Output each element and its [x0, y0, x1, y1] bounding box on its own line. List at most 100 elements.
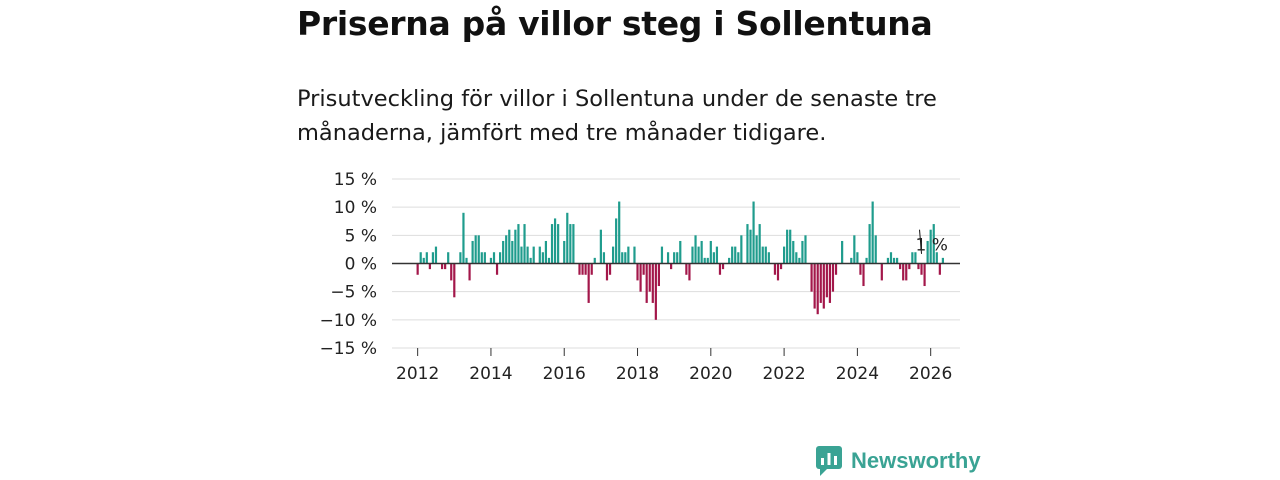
bar — [831, 263, 835, 292]
bar — [422, 257, 425, 264]
bar — [892, 257, 896, 264]
bar — [550, 224, 554, 264]
bar — [434, 246, 438, 264]
bar — [444, 263, 447, 270]
bar — [639, 263, 642, 292]
bar — [590, 263, 593, 275]
bar — [581, 263, 584, 275]
bar — [566, 212, 569, 264]
gridlines — [392, 178, 960, 349]
y-tick-label: 0 % — [345, 255, 377, 275]
bar — [517, 224, 520, 264]
bar — [731, 246, 734, 264]
bar — [819, 263, 822, 303]
bar — [941, 257, 944, 264]
brand-name: Newsworthy — [851, 448, 981, 473]
bar — [899, 263, 902, 270]
newsworthy-icon — [816, 446, 842, 476]
bar — [462, 212, 465, 264]
bar — [740, 235, 743, 264]
bar — [746, 224, 749, 264]
bar — [547, 257, 551, 264]
y-tick-label: −10 % — [320, 311, 377, 331]
bar — [932, 224, 935, 264]
bar — [728, 257, 731, 264]
y-tick-label: 10 % — [334, 198, 377, 218]
bar — [544, 240, 548, 264]
bar — [749, 229, 752, 264]
bar — [633, 246, 636, 264]
bar — [874, 235, 877, 264]
bar — [477, 235, 480, 264]
bar — [615, 218, 618, 264]
bar — [425, 252, 428, 264]
y-axis: 15 % 10 % 5 % 0 % −5 % −10 % −15 % — [320, 170, 377, 359]
bar — [611, 246, 615, 264]
bar — [813, 263, 816, 309]
bar — [721, 263, 725, 270]
bar — [541, 252, 544, 264]
bar — [761, 246, 764, 264]
bar — [755, 235, 758, 264]
bar — [599, 229, 602, 264]
bar — [651, 263, 654, 303]
y-tick-label: −5 % — [330, 283, 377, 303]
bar — [514, 229, 517, 264]
bar — [718, 263, 722, 275]
bar — [810, 263, 813, 292]
bar — [783, 246, 786, 264]
bar — [935, 252, 938, 264]
bar — [691, 246, 694, 264]
bar — [642, 263, 645, 275]
x-tick-label: 2018 — [616, 364, 659, 384]
bar — [908, 263, 911, 270]
bar — [587, 263, 590, 303]
bar — [889, 252, 893, 264]
bar — [605, 263, 609, 281]
bar — [804, 235, 807, 264]
bar — [865, 257, 868, 264]
bar — [563, 240, 566, 264]
bar — [773, 263, 777, 275]
bar — [715, 246, 719, 264]
bar — [822, 263, 825, 309]
bar — [468, 263, 471, 281]
bar — [447, 252, 450, 264]
bar — [895, 257, 899, 264]
chart-title: Priserna på villor steg i Sollentuna — [297, 4, 933, 43]
bar — [657, 263, 660, 287]
bar — [511, 240, 514, 264]
bar — [624, 252, 627, 264]
bar — [871, 201, 874, 264]
y-tick-label: 5 % — [345, 226, 377, 246]
bar — [789, 229, 792, 264]
bar — [416, 263, 419, 275]
bar — [572, 224, 575, 264]
bar — [440, 263, 444, 270]
bar — [526, 246, 529, 264]
bar — [709, 240, 712, 264]
bar — [688, 263, 691, 281]
bar — [752, 201, 755, 264]
bar — [911, 252, 914, 264]
bar — [483, 252, 486, 264]
x-axis: 2012 2014 2016 2018 2020 2022 2024 2026 — [396, 348, 952, 384]
bar — [758, 224, 761, 264]
bar — [532, 246, 535, 264]
bar — [856, 252, 859, 264]
bar — [508, 229, 511, 264]
x-tick-label: 2022 — [762, 364, 805, 384]
bar — [853, 235, 856, 264]
bar — [593, 257, 596, 264]
bar — [697, 246, 700, 264]
bar — [431, 252, 435, 264]
bar — [712, 252, 715, 264]
bar — [929, 229, 932, 264]
bar — [703, 257, 706, 264]
x-tick-label: 2014 — [469, 364, 512, 384]
bar — [602, 252, 606, 264]
x-tick-label: 2012 — [396, 364, 439, 384]
bar — [553, 218, 557, 264]
annotation: 1 % — [916, 229, 948, 256]
bar — [868, 224, 871, 264]
